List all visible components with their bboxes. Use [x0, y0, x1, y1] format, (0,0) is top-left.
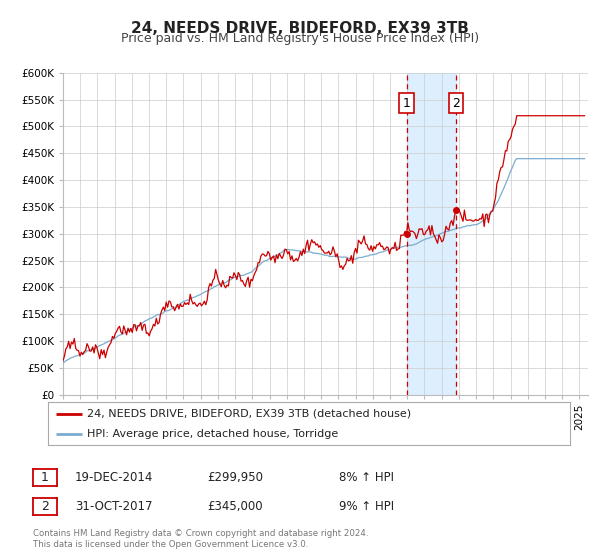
Text: Price paid vs. HM Land Registry's House Price Index (HPI): Price paid vs. HM Land Registry's House …	[121, 32, 479, 45]
Text: This data is licensed under the Open Government Licence v3.0.: This data is licensed under the Open Gov…	[33, 540, 308, 549]
Text: 1: 1	[403, 97, 410, 110]
Bar	[407, 73, 456, 395]
Text: 2: 2	[41, 500, 49, 514]
Text: 1: 1	[41, 471, 49, 484]
Text: £299,950: £299,950	[207, 471, 263, 484]
Text: 31-OCT-2017: 31-OCT-2017	[75, 500, 152, 514]
Text: £345,000: £345,000	[207, 500, 263, 514]
Text: 8% ↑ HPI: 8% ↑ HPI	[339, 471, 394, 484]
Text: 24, NEEDS DRIVE, BIDEFORD, EX39 3TB (detached house): 24, NEEDS DRIVE, BIDEFORD, EX39 3TB (det…	[87, 409, 411, 419]
Text: HPI: Average price, detached house, Torridge: HPI: Average price, detached house, Torr…	[87, 428, 338, 438]
Text: 19-DEC-2014: 19-DEC-2014	[75, 471, 154, 484]
Text: 2: 2	[452, 97, 460, 110]
Text: 24, NEEDS DRIVE, BIDEFORD, EX39 3TB: 24, NEEDS DRIVE, BIDEFORD, EX39 3TB	[131, 21, 469, 36]
Text: 9% ↑ HPI: 9% ↑ HPI	[339, 500, 394, 514]
Text: Contains HM Land Registry data © Crown copyright and database right 2024.: Contains HM Land Registry data © Crown c…	[33, 529, 368, 538]
